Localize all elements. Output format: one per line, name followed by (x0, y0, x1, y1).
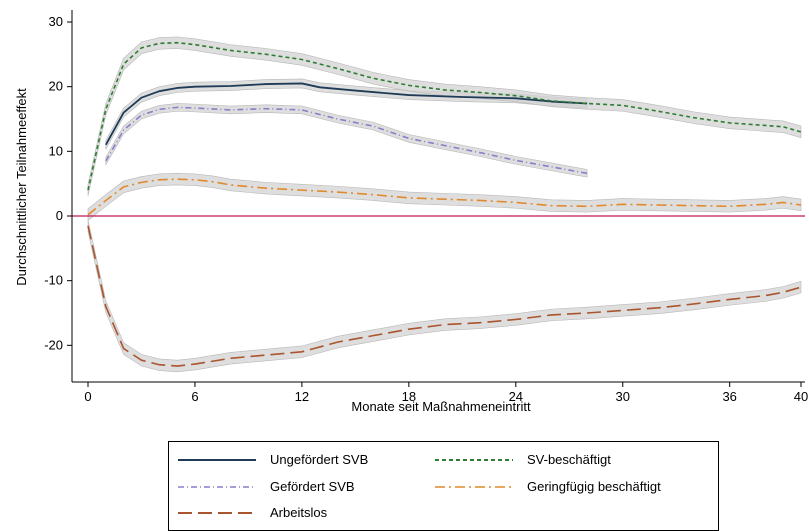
series-line-ungef-rdert-svb (105, 82, 588, 146)
x-tick-label: 18 (402, 389, 416, 404)
legend-label: Ungefördert SVB (270, 452, 369, 467)
legend-item-arbeitslos: Arbeitslos (178, 505, 327, 520)
legend-item-gefoerdert-svb: Gefördert SVB (178, 479, 355, 494)
legend-swatch (435, 485, 513, 488)
x-tick-label: 30 (616, 389, 630, 404)
x-tick-label: 40 (794, 389, 808, 404)
x-tick-label: 36 (722, 389, 736, 404)
y-tick-label: 10 (49, 143, 63, 158)
x-tick-label: 0 (84, 389, 91, 404)
legend-item-sv-beschaeftigt: SV-beschäftigt (435, 452, 611, 467)
legend-swatch (178, 511, 256, 514)
series-line-gef-rdert-svb (105, 106, 588, 175)
confidence-band-geringf-gig-besch-ftigt (87, 173, 802, 222)
y-tick-label: -20 (44, 337, 63, 352)
series-line-arbeitslos (87, 225, 802, 367)
x-axis-ticks: 0 6 12 18 24 30 36 40 (84, 382, 808, 404)
y-tick-label: 0 (56, 208, 63, 223)
legend-item-geringfuegig-beschaeftigt: Geringfügig beschäftigt (435, 479, 661, 494)
x-tick-label: 24 (509, 389, 523, 404)
x-axis-label: Monate seit Maßnahmeneintritt (351, 399, 531, 414)
legend-swatch (178, 485, 256, 488)
chart-plot: 0 6 12 18 24 30 36 40 -20 -10 0 10 20 30 Monate seit… (14, 10, 808, 414)
legend-label: Arbeitslos (270, 505, 328, 520)
series-line-geringf-gig-besch-ftigt (87, 178, 802, 216)
legend-swatch (178, 458, 256, 461)
x-tick-label: 6 (191, 389, 198, 404)
legend-label: Gefördert SVB (270, 479, 355, 494)
confidence-band-gef-rdert-svb (105, 103, 588, 178)
confidence-band-sv-besch-ftigt (87, 36, 802, 197)
y-axis-label: Durchschnittlicher Teilnahmeeffekt (14, 88, 29, 286)
y-tick-label: 20 (49, 79, 63, 94)
legend-item-ungefoerdert-svb: Ungefördert SVB (178, 452, 368, 467)
confidence-band-arbeitslos (87, 219, 802, 373)
legend-swatch (435, 458, 513, 461)
series-line-sv-besch-ftigt (87, 41, 802, 191)
chart-legend: Ungefördert SVB SV-beschäftigt Gefördert… (168, 441, 719, 531)
legend-label: SV-beschäftigt (527, 452, 611, 467)
y-tick-label: 30 (49, 14, 63, 29)
y-tick-label: -10 (44, 273, 63, 288)
legend-label: Geringfügig beschäftigt (527, 479, 661, 494)
series-lines (87, 41, 802, 367)
y-axis-ticks: -20 -10 0 10 20 30 (44, 14, 72, 352)
x-tick-label: 12 (295, 389, 309, 404)
